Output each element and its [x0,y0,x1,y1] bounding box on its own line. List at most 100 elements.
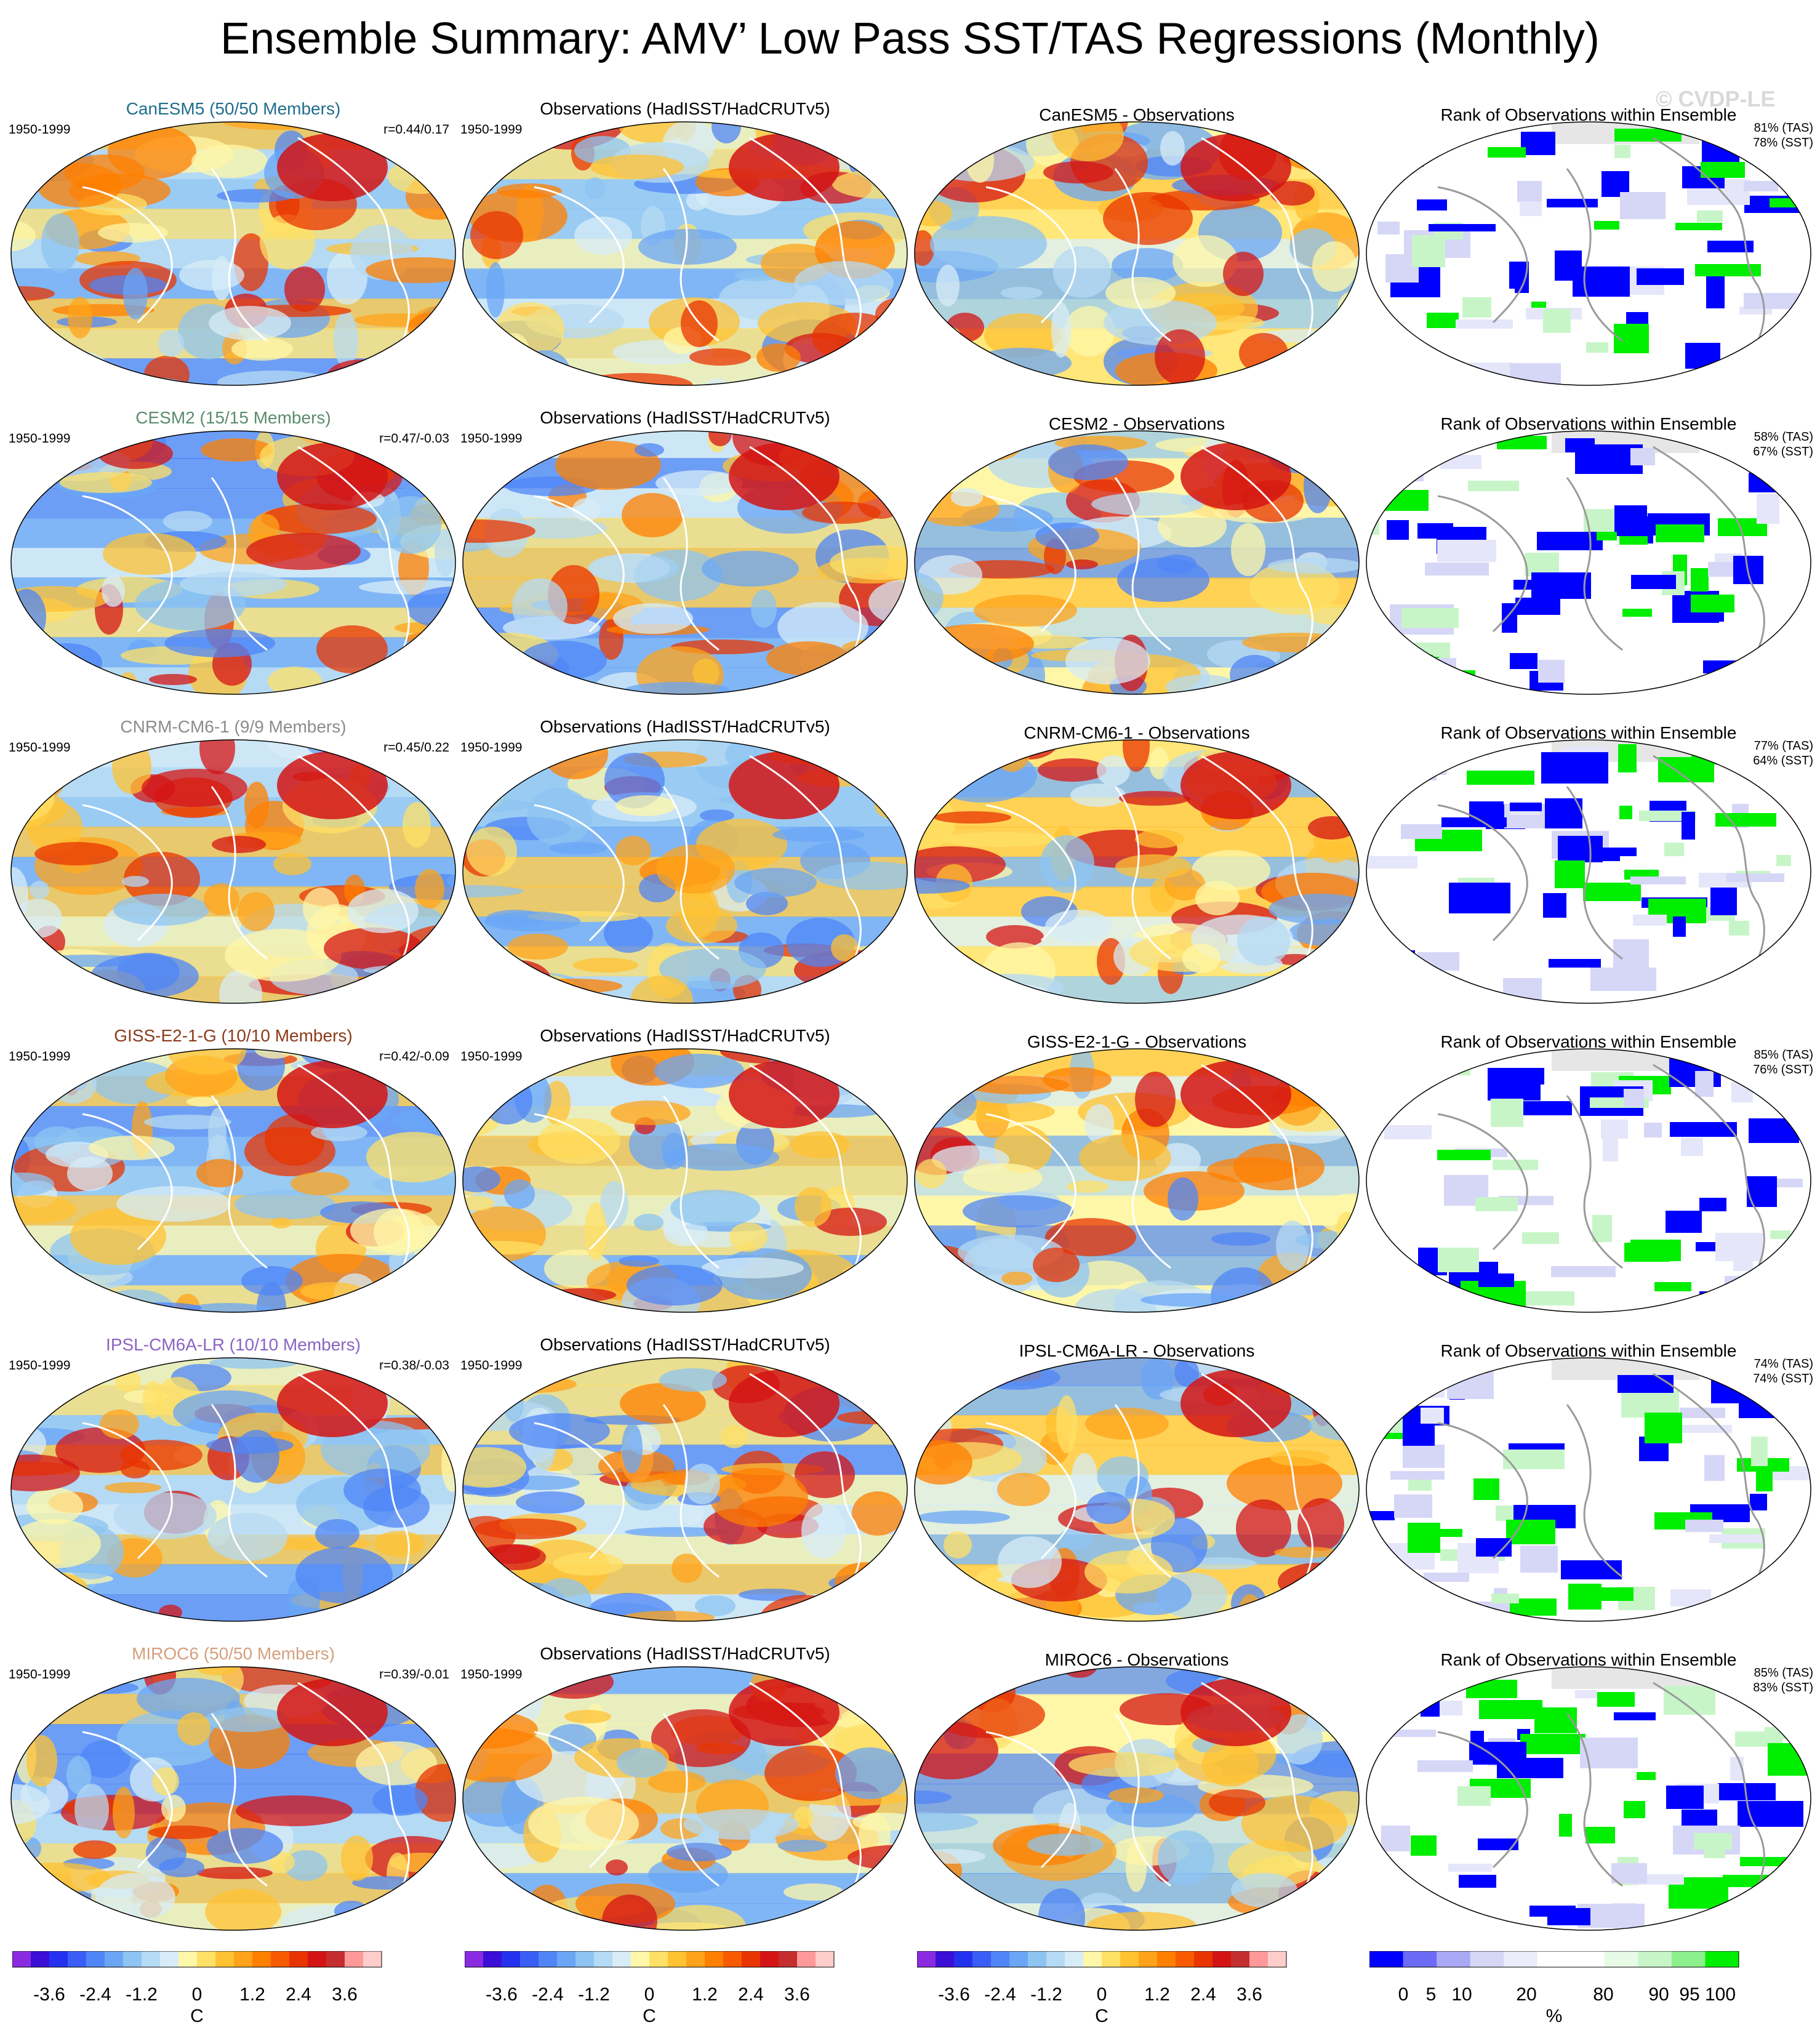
colorbar-tick: 3.6 [332,1984,358,2005]
colorbar-tick: 95 [1679,1984,1700,2005]
colorbar-swatch [197,1951,216,1967]
globe-map [912,119,1361,388]
globe-map [460,119,910,388]
rank-percentages: 74% (TAS) 74% (SST) [1753,1357,1813,1386]
colorbar-tick: -3.6 [938,1984,970,2005]
colorbar-swatch [271,1951,290,1967]
colorbar-swatch [160,1951,179,1967]
colorbar-swatch [1157,1951,1176,1967]
colorbar: -3.6 -2.4 -1.2 0 1.2 2.4 3.6 C [917,1951,1336,2026]
globe-map [912,1355,1361,1624]
panel-title: Observations (HadISST/HadCRUTv5) [540,717,830,736]
globe-map [912,1046,1361,1315]
colorbar-swatch [1139,1951,1158,1967]
colorbar-swatch [1403,1951,1437,1967]
globe-map [460,1664,910,1933]
sst-rank: 78% (SST) [1753,136,1813,150]
colorbar-swatch [12,1951,31,1967]
colorbar-swatch [345,1951,364,1967]
panel-title: Observations (HadISST/HadCRUTv5) [540,1026,830,1045]
colorbar-tick: -2.4 [79,1984,111,2005]
colorbar-swatch [308,1951,327,1967]
sst-rank: 64% (SST) [1753,754,1813,768]
globe-map [460,1046,910,1315]
sst-rank: 76% (SST) [1753,1063,1813,1077]
colorbar-swatch [234,1951,253,1967]
colorbar-tick: 0 [644,1984,655,2005]
colorbar-swatch [178,1951,198,1967]
colorbar-swatch [668,1951,687,1967]
period-label: 1950-1999 [460,1667,523,1682]
colorbar-unit: C [1095,2006,1108,2026]
pattern-correlation: r=0.47/-0.03 [379,431,449,446]
panel-title: GISS-E2-1-G - Observations [1027,1032,1247,1051]
colorbar-swatch [1705,1951,1739,1967]
rank-percentages: 85% (TAS) 76% (SST) [1753,1048,1813,1077]
panel-title: MIROC6 (50/50 Members) [132,1644,335,1663]
colorbar-swatch [105,1951,124,1967]
panel-title: IPSL-CM6A-LR (10/10 Members) [106,1335,361,1354]
globe-map [912,737,1361,1006]
model-panel: CNRM-CM6-1 (9/9 Members) 1950-1999 r=0.45/… [9,716,458,1006]
globe-map [9,1664,458,1933]
model-panel: CanESM5 (50/50 Members) 1950-1999 r=0.44/0… [9,98,458,388]
globe-map [9,1046,458,1315]
colorbar-tick: 10 [1451,1984,1472,2005]
colorbar: 0 5 10 20 80 90 95 100% [1369,1951,1788,2026]
rank-percentages: 77% (TAS) 64% (SST) [1753,739,1813,768]
colorbar-swatch [1638,1951,1672,1967]
colorbar-swatch [1194,1951,1213,1967]
colorbar-swatch [705,1951,724,1967]
globe-map [460,737,910,1006]
colorbar-swatch [326,1951,345,1967]
colorbar-tick: -1.2 [1030,1984,1062,2005]
colorbar-swatch [612,1951,631,1967]
colorbar-swatch [520,1951,539,1967]
colorbar-swatch [1231,1951,1250,1967]
panel-title: CNRM-CM6-1 (9/9 Members) [120,717,347,736]
colorbar-tick: 1.2 [692,1984,718,2005]
colorbar-tick: 1.2 [1144,1984,1170,2005]
panel-title: Observations (HadISST/HadCRUTv5) [540,1335,830,1354]
colorbar-tick: 0 [1096,1984,1107,2005]
period-label: 1950-1999 [460,1358,523,1373]
colorbar-swatch [723,1951,742,1967]
obs-panel: Observations (HadISST/HadCRUTv5) 1950-199… [460,1025,910,1315]
rank-panel: Rank of Observations within Ensemble 85% … [1364,1643,1813,1933]
period-label: 1950-1999 [460,740,523,755]
globe-map [9,1355,458,1624]
panel-title: Observations (HadISST/HadCRUTv5) [540,99,830,118]
diff-panel: IPSL-CM6A-LR - Observations [912,1334,1361,1624]
globe-map [9,119,458,388]
colorbar-swatch [363,1951,382,1967]
colorbar-tick: 5 [1425,1984,1437,2005]
colorbar-swatch [539,1951,558,1967]
globe-map [1364,1664,1813,1933]
tas-rank: 58% (TAS) [1754,430,1813,444]
panel-title: Rank of Observations within Ensemble [1440,105,1737,124]
colorbar-swatch [1369,1951,1403,1967]
panel-title: Rank of Observations within Ensemble [1440,414,1737,433]
diff-panel: GISS-E2-1-G - Observations [912,1025,1361,1315]
diff-panel: CanESM5 - Observations [912,98,1361,388]
colorbar-swatch [686,1951,705,1967]
colorbar-tick: 0 [1398,1984,1409,2005]
colorbar-swatch [991,1951,1010,1967]
colorbar-tick: 80 [1593,1984,1614,2005]
obs-panel: Observations (HadISST/HadCRUTv5) 1950-199… [460,716,910,1006]
globe-map [1364,737,1813,1006]
globe-map [1364,1355,1813,1624]
colorbar-tick: -3.6 [486,1984,518,2005]
tas-rank: 77% (TAS) [1754,739,1813,753]
sst-rank: 74% (SST) [1753,1372,1813,1385]
model-panel: GISS-E2-1-G (10/10 Members) 1950-1999 r=0.… [9,1025,458,1315]
colorbar-tick: 2.4 [738,1984,764,2005]
colorbar-swatch [502,1951,521,1967]
colorbar-tick: -2.4 [532,1984,564,2005]
tas-rank: 81% (TAS) [1754,121,1813,135]
colorbar-tick: 3.6 [784,1984,810,2005]
colorbar-swatch [86,1951,105,1967]
colorbar-swatch [1268,1951,1287,1967]
colorbar-swatch [594,1951,613,1967]
colorbar-swatch [68,1951,87,1967]
